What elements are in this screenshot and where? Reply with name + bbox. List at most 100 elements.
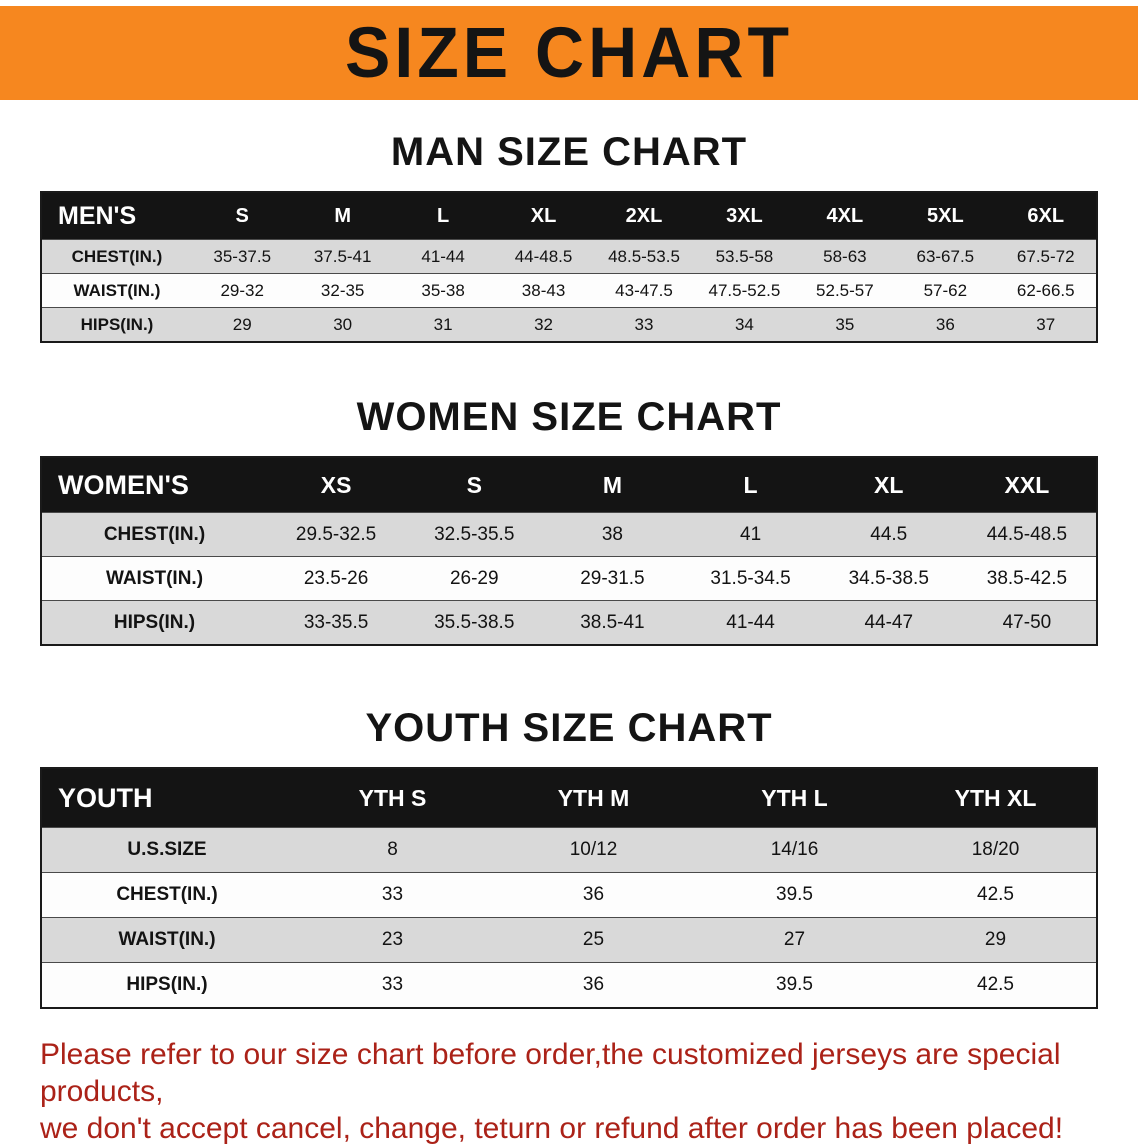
disclaimer-line-2: we don't accept cancel, change, teturn o… — [40, 1111, 1064, 1145]
row-label-cell: HIPS(IN.) — [126, 974, 208, 995]
table-row: CHEST(IN.) 29.5-32.5 32.5-35.5 38 41 44.5 44.5… — [42, 512, 1096, 556]
row-label-cell: WAIST(IN.) — [105, 567, 204, 589]
size-header-cell: S — [235, 204, 249, 227]
value-cell: 48.5-53.5 — [608, 246, 680, 266]
value-cell: 41-44 — [421, 246, 465, 266]
value-cell: 34.5-38.5 — [848, 567, 929, 589]
youth-heading: YOUTH SIZE CHART — [365, 706, 773, 750]
disclaimer: Please refer to our size chart before or… — [40, 1037, 1098, 1148]
value-cell: 33 — [634, 314, 654, 334]
value-cell: 14/16 — [770, 839, 819, 860]
value-cell: 36 — [582, 884, 605, 905]
size-header-cell: M — [602, 471, 622, 498]
value-cell: 29-32 — [220, 280, 264, 300]
value-cell: 37 — [1036, 314, 1056, 334]
row-label-cell: WAIST(IN.) — [118, 929, 216, 950]
value-cell: 42.5 — [977, 974, 1014, 995]
page-title: SIZE CHART — [345, 13, 793, 93]
value-cell: 18/20 — [971, 839, 1020, 860]
disclaimer-line-1: Please refer to our size chart before or… — [40, 1038, 1061, 1108]
value-cell: 26-29 — [449, 567, 499, 589]
size-header-cell: 2XL — [625, 204, 663, 227]
men-heading: MAN SIZE CHART — [390, 130, 748, 174]
men-size-table: MEN'S S M L XL 2XL 3XL 4XL 5XL 6XL CHEST(IN.) 35-37… — [40, 191, 1098, 343]
value-cell: 30 — [333, 314, 353, 334]
value-cell: 41 — [740, 523, 762, 545]
size-header-cell: XL — [530, 204, 557, 227]
value-cell: 44-47 — [864, 611, 914, 633]
table-header-row: YOUTH YTH S YTH M YTH L YTH XL — [42, 769, 1096, 827]
value-cell: 38.5-41 — [580, 611, 645, 633]
table-row: WAIST(IN.) 23 25 27 29 — [42, 917, 1096, 962]
table-header-row: WOMEN'S XS S M L XL XXL — [42, 458, 1096, 512]
row-label-cell: CHEST(IN.) — [71, 246, 163, 266]
value-cell: 33 — [381, 884, 404, 905]
value-cell: 38 — [601, 523, 623, 545]
value-cell: 44.5 — [870, 523, 908, 545]
size-header-cell: S — [466, 471, 482, 498]
value-cell: 36 — [935, 314, 955, 334]
value-cell: 34 — [734, 314, 754, 334]
value-cell: 63-67.5 — [916, 246, 975, 266]
table-title-cell: MEN'S — [58, 201, 137, 230]
value-cell: 58-63 — [823, 246, 867, 266]
value-cell: 39.5 — [776, 974, 813, 995]
value-cell: 44.5-48.5 — [986, 523, 1068, 545]
value-cell: 38-43 — [521, 280, 566, 300]
table-row: WAIST(IN.) 23.5-26 26-29 29-31.5 31.5-34.5 34… — [42, 556, 1096, 600]
table-title-cell: WOMEN'S — [58, 469, 189, 500]
size-chart-page: SIZE CHART MAN SIZE CHART MEN'S S M L XL 2XL 3… — [0, 6, 1138, 1148]
value-cell: 57-62 — [923, 280, 968, 300]
youth-size-table: YOUTH YTH S YTH M YTH L YTH XL U.S.SIZE 8 10/12… — [40, 767, 1098, 1009]
size-header-cell: YTH XL — [954, 784, 1037, 811]
value-cell: 35 — [835, 314, 855, 334]
size-header-cell: M — [334, 204, 351, 227]
row-label-cell: U.S.SIZE — [127, 839, 207, 860]
size-header-cell: XL — [874, 471, 904, 498]
value-cell: 33 — [381, 974, 404, 995]
size-header-cell: XXL — [1004, 471, 1050, 498]
value-cell: 23 — [381, 929, 404, 950]
value-cell: 27 — [783, 929, 806, 950]
size-header-cell: 3XL — [726, 204, 763, 227]
size-header-cell: L — [436, 204, 450, 227]
table-row: CHEST(IN.) 35-37.5 37.5-41 41-44 44-48.5 48.5… — [42, 239, 1096, 273]
row-label-cell: CHEST(IN.) — [116, 884, 218, 905]
value-cell: 44-48.5 — [514, 246, 573, 266]
value-cell: 32.5-35.5 — [434, 523, 515, 545]
size-header-cell: XS — [320, 471, 352, 498]
size-header-cell: 4XL — [826, 204, 864, 227]
value-cell: 53.5-58 — [715, 246, 774, 266]
value-cell: 35-38 — [421, 280, 465, 300]
size-header-cell: 6XL — [1027, 204, 1065, 227]
value-cell: 31 — [433, 314, 453, 334]
row-label-cell: HIPS(IN.) — [80, 314, 154, 334]
value-cell: 47.5-52.5 — [708, 280, 781, 300]
table-header-row: MEN'S S M L XL 2XL 3XL 4XL 5XL 6XL — [42, 193, 1096, 239]
women-section: WOMEN SIZE CHART WOMEN'S XS S M L XL XXL CHEST(… — [0, 395, 1138, 646]
value-cell: 62-66.5 — [1016, 280, 1075, 300]
table-row: HIPS(IN.) 33-35.5 35.5-38.5 38.5-41 41-44 44-… — [42, 600, 1096, 644]
value-cell: 25 — [582, 929, 605, 950]
table-row: HIPS(IN.) 33 36 39.5 42.5 — [42, 962, 1096, 1007]
size-header-cell: YTH S — [358, 784, 427, 811]
value-cell: 67.5-72 — [1016, 246, 1075, 266]
size-header-cell: L — [743, 471, 758, 498]
men-section: MAN SIZE CHART MEN'S S M L XL 2XL 3XL 4XL 5XL 6XL… — [0, 130, 1138, 343]
table-row: CHEST(IN.) 33 36 39.5 42.5 — [42, 872, 1096, 917]
row-label-cell: WAIST(IN.) — [73, 280, 161, 300]
value-cell: 42.5 — [977, 884, 1014, 905]
value-cell: 39.5 — [776, 884, 813, 905]
youth-section: YOUTH SIZE CHART YOUTH YTH S YTH M YTH L YTH… — [0, 706, 1138, 1009]
table-row: WAIST(IN.) 29-32 32-35 35-38 38-43 43-47.5 47.… — [42, 273, 1096, 307]
value-cell: 29.5-32.5 — [295, 523, 377, 545]
value-cell: 29 — [984, 929, 1007, 950]
women-size-table: WOMEN'S XS S M L XL XXL CHEST(IN.) 29.5-32.5 32.5… — [40, 456, 1098, 646]
value-cell: 8 — [387, 839, 398, 860]
value-cell: 52.5-57 — [816, 280, 874, 300]
value-cell: 47-50 — [1002, 611, 1052, 633]
banner: SIZE CHART — [0, 6, 1138, 100]
row-label-cell: CHEST(IN.) — [103, 523, 206, 545]
value-cell: 36 — [582, 974, 605, 995]
value-cell: 35-37.5 — [213, 246, 272, 266]
